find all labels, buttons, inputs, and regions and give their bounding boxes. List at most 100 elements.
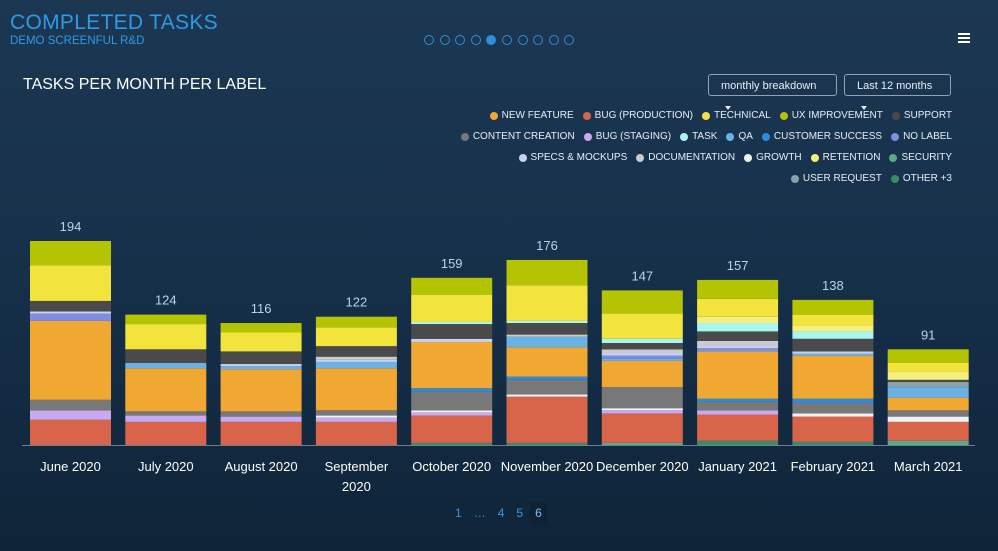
- bar-segment: [506, 347, 588, 377]
- bar-segment: [601, 360, 683, 388]
- page-link[interactable]: 4: [497, 506, 505, 520]
- page-link[interactable]: 6: [530, 502, 547, 524]
- legend-swatch: [779, 111, 788, 120]
- slide-dots: [424, 35, 575, 45]
- bar-segment: [220, 421, 302, 445]
- bar-segment: [792, 299, 874, 315]
- x-tick-label: November 2020: [500, 459, 594, 474]
- bar-segment: [601, 338, 683, 343]
- bar-segment: [697, 279, 779, 299]
- bar-segment: [697, 414, 779, 441]
- range-dropdown[interactable]: Last 12 months: [844, 74, 951, 96]
- legend-label: RETENTION: [822, 152, 881, 163]
- x-tick-label: July 2020: [137, 459, 194, 474]
- dot[interactable]: [501, 35, 512, 45]
- legend-label: BUG (PRODUCTION): [594, 110, 694, 121]
- legend-item: OTHER +3: [890, 171, 952, 186]
- bar-segment: [411, 442, 493, 445]
- legend-label: SUPPORT: [903, 110, 952, 121]
- bar-segment: [506, 379, 588, 395]
- bar-segment: [506, 394, 588, 397]
- dot[interactable]: [486, 35, 497, 45]
- bar-segment: [601, 343, 683, 350]
- dot[interactable]: [564, 35, 575, 45]
- total-label: 159: [441, 256, 463, 271]
- bar-segment: [887, 379, 969, 382]
- bar-segment: [506, 396, 588, 443]
- dot[interactable]: [517, 35, 528, 45]
- bar-segment: [220, 369, 302, 412]
- breakdown-dropdown[interactable]: monthly breakdown: [708, 74, 837, 96]
- bar-segment: [792, 338, 874, 352]
- x-tick-label: August 2020: [224, 459, 298, 474]
- bar-segment: [887, 371, 969, 380]
- pagination: 1 … 4 5 6: [450, 502, 547, 524]
- bar-segment: [792, 325, 874, 332]
- legend-swatch: [891, 111, 900, 120]
- bar-segment: [315, 346, 397, 357]
- bar-segment: [220, 364, 302, 367]
- bar-segment: [506, 259, 588, 286]
- legend-item: GROWTH: [744, 150, 802, 165]
- bar-segment: [887, 381, 969, 388]
- legend-item: BUG (STAGING): [583, 129, 671, 144]
- bar-segment: [315, 356, 397, 360]
- legend-swatch: [790, 174, 799, 183]
- bar-segment: [125, 415, 207, 422]
- bar-segment: [601, 313, 683, 339]
- dot[interactable]: [533, 35, 544, 45]
- x-tick-label: February 2021: [790, 459, 876, 474]
- legend-label: SECURITY: [901, 152, 952, 163]
- bar-segment: [601, 387, 683, 409]
- bar-segment: [697, 410, 779, 415]
- bar-segment: [792, 413, 874, 417]
- bar-segment: [411, 410, 493, 413]
- bar-segment: [125, 368, 207, 412]
- legend-swatch: [761, 132, 770, 141]
- dot[interactable]: [548, 35, 559, 45]
- bar-segment: [125, 411, 207, 416]
- legend-swatch: [891, 132, 900, 141]
- page-link[interactable]: …: [473, 506, 486, 520]
- dot[interactable]: [439, 35, 450, 45]
- legend-label: GROWTH: [756, 152, 802, 163]
- bar-segment: [887, 421, 969, 441]
- bar-segment: [697, 323, 779, 332]
- dot[interactable]: [455, 35, 466, 45]
- legend-swatch: [583, 132, 592, 141]
- bar-segment: [315, 327, 397, 347]
- menu-button[interactable]: [958, 33, 970, 45]
- x-tick-label: June 2020: [40, 459, 101, 474]
- bar-segment: [125, 349, 207, 363]
- legend-item: TASK: [680, 129, 717, 144]
- legend-swatch: [680, 132, 689, 141]
- bar-segment: [792, 398, 874, 403]
- bar-segment: [411, 294, 493, 322]
- bar-segment: [506, 334, 588, 337]
- dot[interactable]: [470, 35, 481, 45]
- bar-segment: [887, 440, 969, 445]
- bar-segment: [792, 441, 874, 445]
- bar-segment: [506, 442, 588, 445]
- bar-segment: [411, 415, 493, 443]
- legend-swatch: [489, 111, 498, 120]
- x-tick-label: October 2020: [412, 459, 492, 474]
- total-label: 157: [727, 258, 749, 273]
- bar-segment: [697, 348, 779, 352]
- legend-label: NEW FEATURE: [501, 110, 574, 121]
- bar-segment: [792, 355, 874, 399]
- bar-segment: [315, 359, 397, 362]
- bar-segment: [792, 416, 874, 442]
- dot[interactable]: [424, 35, 434, 45]
- bar-segment: [601, 355, 683, 359]
- page-link[interactable]: 1: [455, 506, 462, 520]
- legend-label: DOCUMENTATION: [648, 152, 736, 163]
- bar-segment: [697, 345, 779, 349]
- legend-label: OTHER +3: [902, 173, 952, 184]
- legend-item: NO LABEL: [891, 129, 952, 144]
- bar-segment: [887, 410, 969, 417]
- legend: NEW FEATURE BUG (PRODUCTION) TECHNICAL UX I…: [450, 108, 952, 186]
- bar-segment: [125, 314, 207, 325]
- page-link[interactable]: 5: [516, 506, 524, 520]
